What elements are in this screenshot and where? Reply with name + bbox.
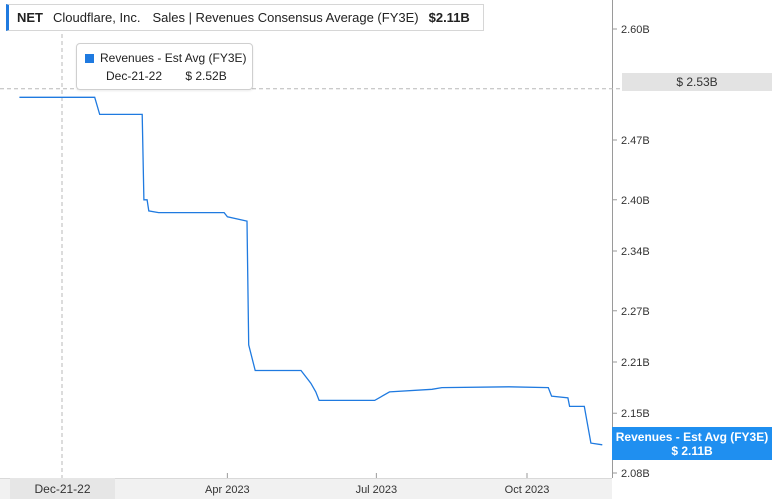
x-tick-label: Apr 2023 [205,484,250,496]
last-value-amount: $ 2.11B [671,444,713,458]
last-value-badge: Revenues - Est Avg (FY3E) $ 2.11B [612,427,772,460]
series-line [19,96,603,446]
y-tick-label: 2.15B [621,408,650,420]
series-lines [19,96,603,446]
tooltip-date: Dec-21-22 [106,69,163,83]
series-color-swatch [85,53,94,63]
y-tick-label: 2.27B [621,306,650,318]
last-value-series: Revenues - Est Avg (FY3E) [615,430,769,444]
tooltip-series-row: Revenues - Est Avg (FY3E) [85,51,247,65]
company-name: Cloudflare, Inc. [53,10,141,25]
x-tick-label: Oct 2023 [505,484,550,496]
tooltip-series-name: Revenues - Est Avg (FY3E) [100,51,247,65]
crosshair-value-label: $ 2.53B [622,73,772,91]
ticker-symbol: NET [17,10,43,25]
y-tick-label: 2.21B [621,357,650,369]
y-axis-ticks: 2.60B 2.47B 2.40B 2.34B 2.27B 2.21B 2.15B 2.08B [612,24,650,480]
x-axis-ticks: Apr 2023 Jul 2023 Oct 2023 [205,473,549,496]
data-tooltip: Revenues - Est Avg (FY3E) Dec-21-22 $ 2.… [76,43,253,90]
y-tick-label: 2.08B [621,468,650,480]
x-tick-label: Jul 2023 [356,484,398,496]
y-tick-label: 2.34B [621,246,650,258]
y-tick-label: 2.60B [621,24,650,36]
header-value: $2.11B [428,10,470,25]
y-tick-label: 2.40B [621,195,650,207]
metric-title: Sales | Revenues Consensus Average (FY3E… [152,10,419,25]
tooltip-value: $ 2.52B [185,69,227,83]
y-tick-label: 2.47B [621,135,650,147]
crosshair-date-label: Dec-21-22 [10,478,115,499]
chart-header: NET Cloudflare, Inc. Sales | Revenues Co… [6,4,484,31]
tooltip-value-row: Dec-21-22 $ 2.52B [106,69,227,83]
